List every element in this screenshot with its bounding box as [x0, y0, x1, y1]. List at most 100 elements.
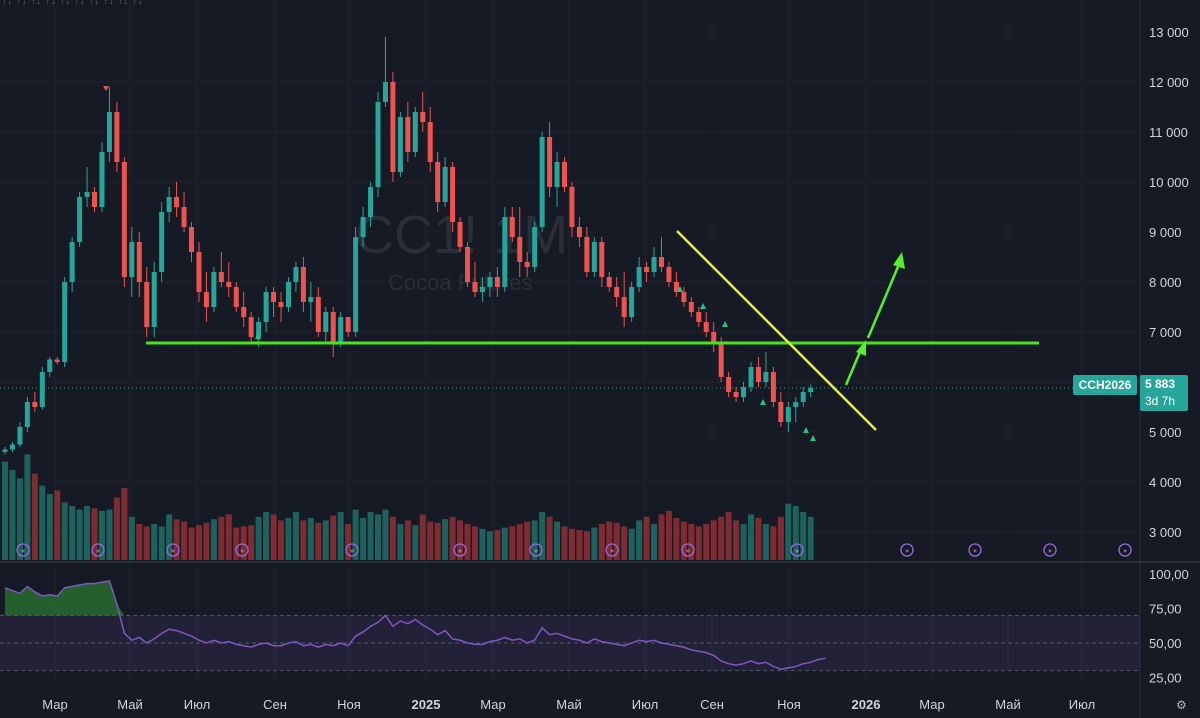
candle-body [54, 359, 60, 362]
volume-bar [427, 521, 434, 560]
candle-body [606, 277, 612, 287]
time-tick-label: Июл [1069, 697, 1095, 712]
volume-bar [509, 526, 516, 560]
candle-body [487, 277, 493, 287]
projection-arrow [844, 346, 864, 386]
rsi-tick-label: 50,00 [1149, 636, 1182, 651]
candle-body [121, 162, 127, 277]
event-marker-icon [790, 543, 804, 557]
candle-body [785, 407, 791, 422]
candle-body [32, 402, 38, 407]
indicator-legend-row: ↑↓ ↑↓ ↑↓ ↑↓ ↑↓ ↑↓ ↑↓ ↑↓ ↑↓ ↑↓ [2, 0, 144, 6]
event-marker-icon [1118, 543, 1132, 557]
candle-body [211, 272, 217, 307]
candle-body [92, 192, 98, 207]
volume-bar [471, 526, 478, 560]
candle-body [375, 102, 381, 187]
candle-body [263, 292, 269, 322]
candle-body [189, 227, 194, 252]
trend-line [676, 230, 877, 431]
rsi-axis: 100,00 75,00 50,00 25,00 [1149, 567, 1189, 686]
candle-body [84, 192, 90, 197]
event-marker-icon [681, 543, 695, 557]
candle-body [741, 387, 747, 397]
event-marker-icon [529, 543, 543, 557]
candle-body [651, 257, 657, 272]
volume-bar [785, 503, 792, 560]
volume-bar [203, 522, 210, 560]
signal-marker [255, 333, 261, 339]
volume-bar [136, 524, 143, 560]
volume-bar [733, 520, 740, 560]
volume-bar [360, 518, 367, 560]
volume-bar [613, 522, 620, 560]
candle-body [748, 367, 754, 387]
event-marker-glyph: » [534, 547, 538, 555]
volume-bar [345, 524, 352, 560]
candle-body [457, 222, 463, 247]
candle-body [450, 167, 456, 222]
candle-body [300, 267, 306, 302]
candle-body [547, 137, 553, 187]
candle-body [509, 217, 515, 237]
volume-bar [121, 488, 128, 560]
volume-bar [61, 502, 68, 560]
candle-body [420, 112, 426, 122]
volume-bar [591, 527, 598, 560]
candle-body [584, 237, 590, 272]
time-tick-label: Июл [632, 697, 658, 712]
candle-body [770, 372, 776, 402]
volume-bar [748, 514, 754, 560]
candle-body [196, 252, 202, 292]
time-tick-label: Мар [919, 697, 944, 712]
candle-body [241, 307, 247, 317]
event-marker-glyph: » [973, 547, 977, 555]
volume-bar [151, 524, 158, 560]
volume-bar [531, 520, 538, 560]
candle-body [256, 322, 262, 337]
candle-body [62, 282, 68, 362]
rsi-overbought-fill [5, 580, 125, 616]
event-marker-icon [453, 543, 467, 557]
time-tick-label: Мар [480, 697, 505, 712]
signal-marker [722, 321, 728, 327]
volume-bar [300, 520, 307, 560]
volume-bar [322, 520, 329, 560]
candle-body [382, 82, 388, 102]
candle-body [2, 449, 8, 452]
candle-body [658, 257, 664, 267]
volume-bar [9, 470, 16, 560]
candle-body [562, 162, 567, 187]
candle-body [405, 117, 411, 152]
signal-marker [700, 303, 706, 309]
candle-body [524, 262, 530, 267]
volume-bar [762, 524, 769, 560]
volume-bar [621, 526, 628, 560]
volume-bar [464, 524, 471, 560]
volume-bar [419, 514, 426, 560]
price-tick-label: 7 000 [1149, 325, 1182, 340]
volume-bar [524, 521, 531, 560]
settings-icon[interactable]: ⚙ [1176, 698, 1187, 712]
volume-bar [628, 528, 635, 560]
time-tick-label: Июл [184, 697, 210, 712]
candle-body [666, 267, 672, 282]
price-tag-symbol: CCH2026 [1073, 375, 1137, 395]
price-tick-label: 8 000 [1149, 275, 1182, 290]
volume-bar [651, 524, 658, 560]
candle-body [144, 282, 150, 327]
volume-bar [568, 528, 575, 560]
event-marker-icon [900, 543, 914, 557]
price-tick-label: 5 000 [1149, 425, 1182, 440]
candle-body [718, 342, 724, 377]
event-marker-icon [345, 543, 359, 557]
candle-body [472, 282, 478, 292]
candles [2, 37, 814, 455]
volume-bar [703, 524, 710, 560]
event-marker-glyph: » [458, 547, 462, 555]
event-marker-glyph: » [610, 547, 614, 555]
candle-body [532, 227, 538, 267]
event-marker-icon [968, 543, 982, 557]
price-tick-label: 4 000 [1149, 475, 1182, 490]
